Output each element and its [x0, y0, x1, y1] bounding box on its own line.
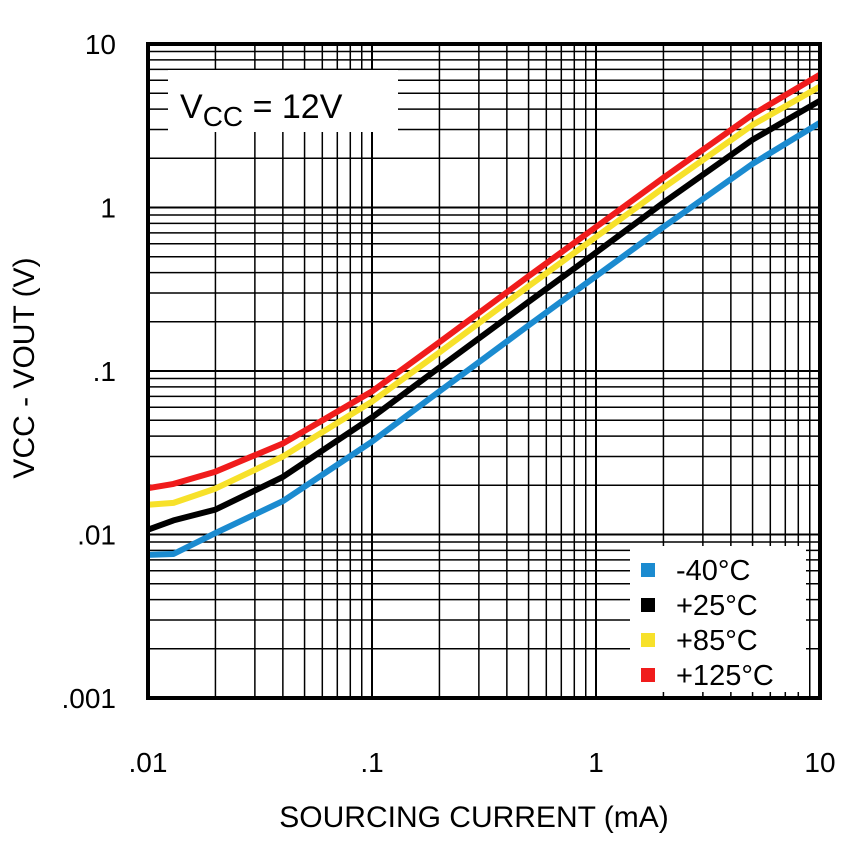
- legend-swatch: [641, 598, 655, 612]
- x-tick-label: 10: [804, 747, 835, 778]
- y-tick-label: 1: [100, 193, 116, 224]
- x-axis-title: SOURCING CURRENT (mA): [279, 801, 668, 834]
- x-tick-label: 1: [588, 747, 604, 778]
- y-tick-label: 10: [85, 29, 116, 60]
- annotation-text: VCC = 12V: [180, 88, 343, 132]
- y-tick-labels: .001 .01 .1 1 10: [62, 29, 117, 714]
- legend-swatch: [641, 633, 655, 647]
- legend-label: +125°C: [676, 660, 774, 692]
- series-line-3: [147, 72, 822, 492]
- legend-label: +25°C: [676, 590, 758, 622]
- series-line-1: [146, 98, 822, 533]
- plot-frame: [146, 42, 822, 700]
- y-tick-label: .01: [77, 520, 116, 551]
- x-tick-label: .1: [360, 747, 383, 778]
- x-tick-labels: .01 .1 1 10: [129, 747, 836, 778]
- x-tick-label: .01: [129, 747, 168, 778]
- annotation-background: [168, 70, 398, 132]
- y-axis-title: VCC - VOUT (V): [8, 257, 41, 478]
- legend-swatch: [641, 668, 655, 682]
- legend-label: -40°C: [676, 555, 750, 587]
- y-tick-label: .001: [62, 683, 117, 714]
- legend-background: [630, 546, 806, 692]
- series-line-0: [147, 120, 822, 558]
- annotation-subscript: CC: [203, 101, 243, 132]
- y-tick-label: .1: [93, 356, 116, 387]
- legend-label: +85°C: [676, 625, 758, 657]
- series-layer: [146, 72, 822, 558]
- annotation-rest: = 12V: [243, 88, 343, 126]
- series-line-2: [147, 83, 822, 508]
- legend: -40°C+25°C+85°C+125°C: [630, 546, 806, 692]
- vcc-annotation: VCC = 12V: [168, 70, 398, 132]
- annotation-main: V: [180, 88, 203, 126]
- legend-swatch: [641, 563, 655, 577]
